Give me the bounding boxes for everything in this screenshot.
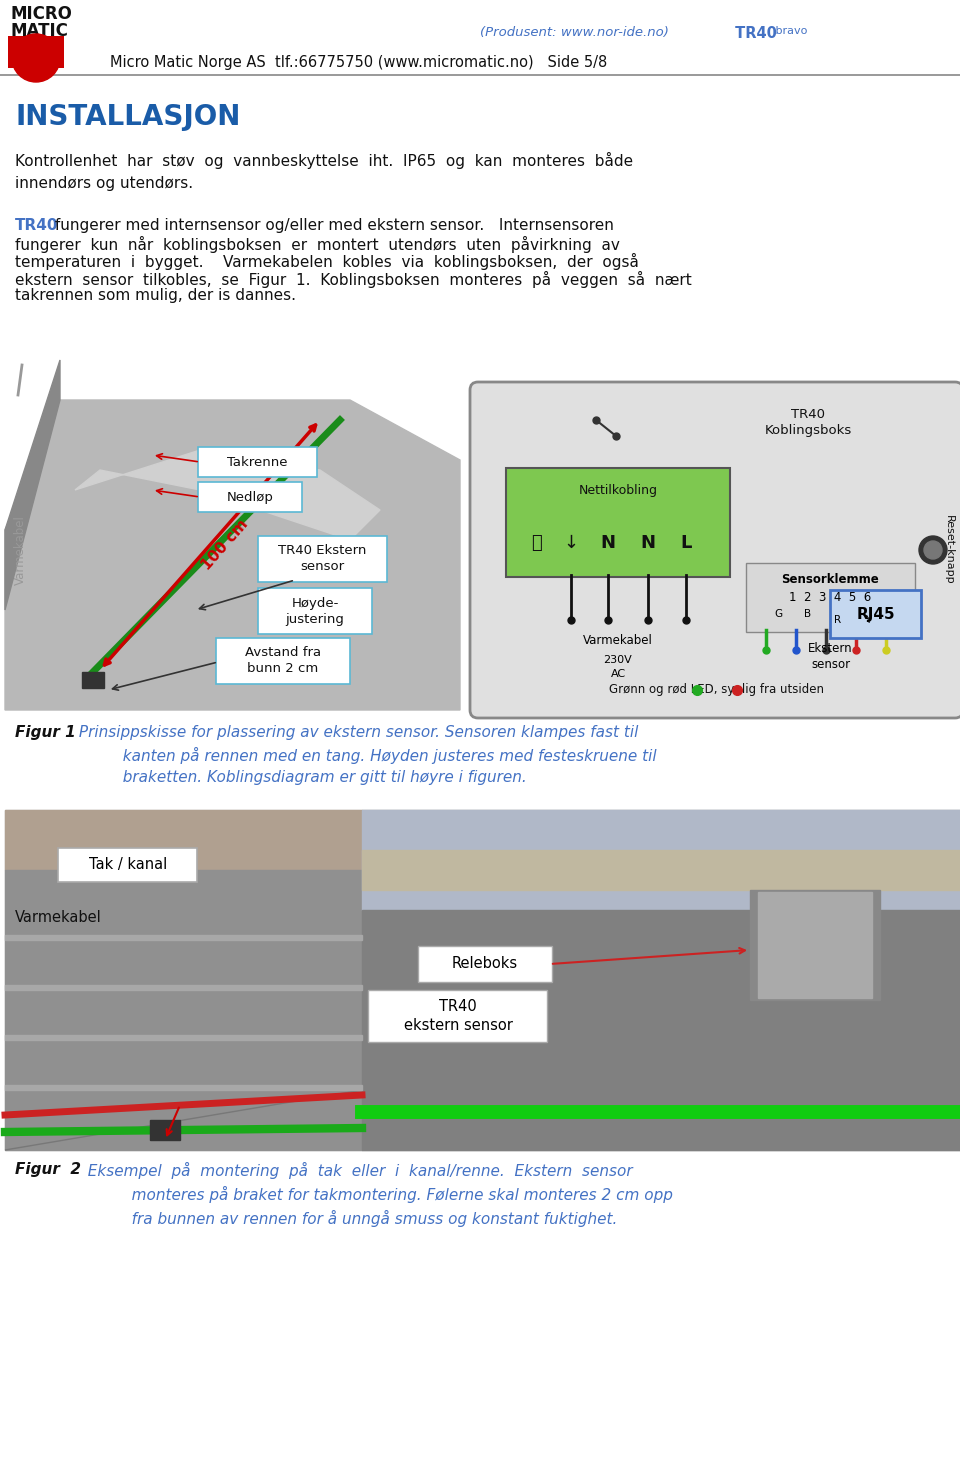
Text: Varmekabel: Varmekabel (13, 515, 27, 585)
Text: TR40: TR40 (730, 26, 777, 41)
Bar (82, 672, 104, 688)
Bar (5, 390, 460, 710)
Text: Prinsippskisse for plassering av ekstern sensor. Sensoren klampes fast til
     : Prinsippskisse for plassering av ekstern… (74, 725, 657, 785)
Text: ⏚: ⏚ (531, 534, 541, 552)
Text: Reset-knapp: Reset-knapp (944, 515, 954, 585)
Text: Nedløp: Nedløp (227, 490, 274, 503)
Text: TR40: TR40 (15, 219, 59, 233)
Text: N: N (601, 534, 615, 552)
Text: Kontrollenhet  har  støv  og  vannbeskyttelse  iht.  IP65  og  kan  monteres  bå: Kontrollenhet har støv og vannbeskyttels… (15, 153, 634, 191)
Text: MICRO: MICRO (10, 4, 72, 23)
Circle shape (919, 535, 947, 563)
Polygon shape (362, 849, 960, 890)
Text: Varmekabel: Varmekabel (15, 910, 102, 926)
Polygon shape (5, 400, 460, 710)
FancyBboxPatch shape (368, 990, 547, 1042)
Text: L: L (681, 534, 692, 552)
Text: Releboks: Releboks (452, 956, 518, 971)
Text: 100 cm: 100 cm (199, 516, 252, 574)
Text: MATIC: MATIC (10, 22, 68, 40)
FancyBboxPatch shape (830, 590, 921, 638)
Text: N: N (640, 534, 656, 552)
Text: TR40
Koblingsboks: TR40 Koblingsboks (764, 408, 852, 437)
FancyBboxPatch shape (58, 848, 197, 882)
Polygon shape (5, 934, 362, 940)
Text: Ekstern: Ekstern (808, 641, 852, 654)
Text: Y: Y (865, 615, 871, 625)
Polygon shape (5, 1090, 362, 1150)
FancyBboxPatch shape (198, 447, 317, 477)
Polygon shape (5, 1036, 362, 1040)
Text: Nettilkobling: Nettilkobling (579, 484, 658, 497)
Circle shape (924, 541, 942, 559)
Text: Avstand fra
bunn 2 cm: Avstand fra bunn 2 cm (245, 647, 321, 675)
Polygon shape (5, 359, 60, 610)
Text: fungerer  kun  når  koblingsboksen  er  montert  utendørs  uten  påvirkning  av: fungerer kun når koblingsboksen er monte… (15, 236, 620, 252)
Text: Micro Matic Norge AS  tlf.:66775750 (www.micromatic.no)   Side 5/8: Micro Matic Norge AS tlf.:66775750 (www.… (110, 54, 608, 70)
Text: bravo: bravo (772, 26, 807, 37)
Circle shape (12, 34, 60, 82)
Text: (Produsent: www.nor-ide.no): (Produsent: www.nor-ide.no) (480, 26, 669, 40)
Bar (8, 37, 64, 67)
Text: ↓: ↓ (564, 534, 579, 552)
Text: Figur 1: Figur 1 (15, 725, 76, 739)
Text: AC: AC (611, 669, 626, 679)
FancyBboxPatch shape (216, 638, 350, 684)
Text: INSTALLASJON: INSTALLASJON (15, 103, 240, 131)
Text: Takrenne: Takrenne (228, 455, 288, 468)
FancyBboxPatch shape (258, 588, 372, 634)
Bar (750, 890, 880, 1000)
Text: Figur  2: Figur 2 (15, 1162, 81, 1177)
Text: takrennen som mulig, der is dannes.: takrennen som mulig, der is dannes. (15, 288, 296, 304)
Polygon shape (362, 810, 960, 910)
Text: temperaturen  i  bygget.    Varmekabelen  kobles  via  koblingsboksen,  der  ogs: temperaturen i bygget. Varmekabelen kobl… (15, 252, 638, 270)
Text: ekstern  sensor  tilkobles,  se  Figur  1.  Koblingsboksen  monteres  på  veggen: ekstern sensor tilkobles, se Figur 1. Ko… (15, 270, 692, 288)
Text: G: G (774, 609, 782, 619)
FancyBboxPatch shape (258, 535, 387, 582)
Polygon shape (75, 450, 380, 540)
Bar (5, 810, 362, 1150)
Polygon shape (362, 910, 960, 1150)
Text: TR40 Ekstern
sensor: TR40 Ekstern sensor (278, 544, 367, 574)
FancyBboxPatch shape (418, 946, 552, 981)
Text: Sensorklemme: Sensorklemme (781, 574, 879, 585)
Text: R: R (834, 615, 842, 625)
Bar (758, 892, 872, 998)
FancyBboxPatch shape (198, 483, 302, 512)
Bar (150, 1119, 180, 1140)
Text: sensor: sensor (811, 657, 850, 670)
Polygon shape (5, 1086, 362, 1090)
Text: B: B (804, 609, 811, 619)
Text: 230V: 230V (604, 654, 633, 665)
FancyBboxPatch shape (470, 381, 960, 717)
Text: 1  2  3  4  5  6: 1 2 3 4 5 6 (789, 591, 872, 604)
Bar (362, 810, 960, 1150)
Text: Eksempel  på  montering  på  tak  eller  i  kanal/renne.  Ekstern  sensor
      : Eksempel på montering på tak eller i kan… (78, 1162, 673, 1226)
Polygon shape (5, 984, 362, 990)
Text: Høyde-
justering: Høyde- justering (285, 597, 345, 625)
Text: Varmekabel: Varmekabel (583, 634, 653, 647)
Text: Tak / kanal: Tak / kanal (89, 858, 167, 873)
Text: RJ45: RJ45 (856, 606, 895, 622)
FancyBboxPatch shape (506, 468, 730, 577)
Text: fungerer med internsensor og/eller med ekstern sensor.   Internsensoren: fungerer med internsensor og/eller med e… (50, 219, 613, 233)
Text: Grønn og rød LED, synlig fra utsiden: Grønn og rød LED, synlig fra utsiden (609, 684, 824, 697)
Text: TR40
ekstern sensor: TR40 ekstern sensor (403, 999, 513, 1033)
Polygon shape (5, 810, 362, 870)
Polygon shape (5, 870, 362, 1150)
FancyBboxPatch shape (746, 563, 915, 632)
